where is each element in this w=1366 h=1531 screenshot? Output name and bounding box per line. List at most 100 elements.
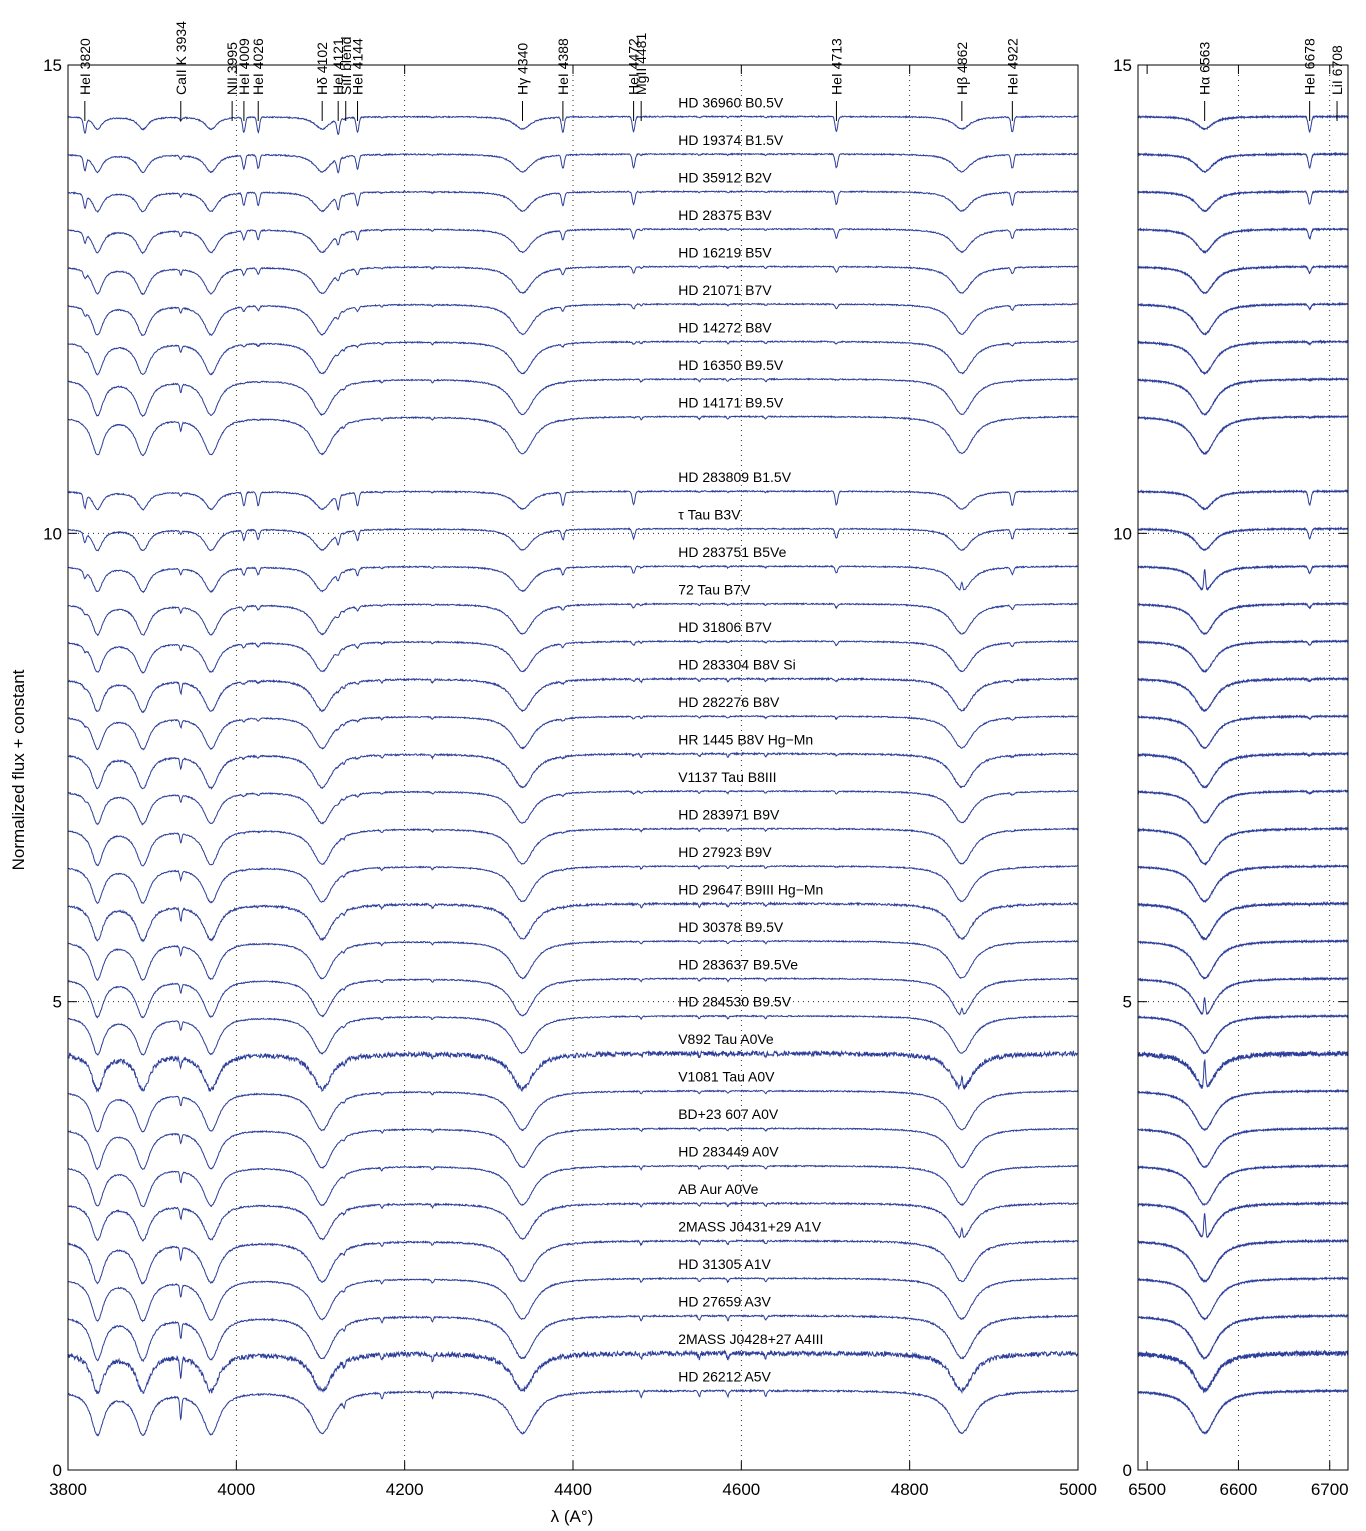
- spectrum-line: [67, 1014, 1078, 1056]
- spectrum-line: [1137, 339, 1349, 376]
- y-tick-label: 15: [1113, 56, 1132, 75]
- spectrum-label: HD 283304 B8V Si: [678, 657, 796, 673]
- spectrum-line: [67, 827, 1078, 867]
- spectrum-line: [1137, 1349, 1349, 1394]
- spectrum-label: HD 283809 B1.5V: [678, 469, 792, 485]
- spectrum-label: HD 16350 B9.5V: [678, 357, 784, 373]
- spectrum-line: [1137, 564, 1349, 591]
- y-tick-label: 5: [1123, 993, 1132, 1012]
- spectrum-label: HD 35912 B2V: [678, 169, 772, 185]
- main-panel: HD 36960 B0.5V HD 19374 B1.5V HD 35912 B2V…: [43, 21, 1097, 1499]
- spectrum-label: 72 Tau B7V: [678, 582, 751, 598]
- spectrum-line: [1137, 1013, 1349, 1055]
- spectrum-line: [1137, 1313, 1349, 1361]
- line-marker-label: HeI 4026: [250, 38, 266, 95]
- spectrum-line: [67, 1164, 1078, 1208]
- y-tick-label: 10: [1113, 524, 1132, 543]
- spectrum-label: HD 283449 A0V: [678, 1144, 779, 1160]
- spectrum-label: AB Aur A0Ve: [678, 1181, 758, 1197]
- spectrum-line: [67, 1276, 1078, 1323]
- spectrum-label: HD 28375 B3V: [678, 207, 772, 223]
- line-marker-label: HeI 4922: [1004, 38, 1020, 95]
- spectrum-line: [67, 152, 1078, 174]
- spectrum-line: [1137, 1126, 1349, 1169]
- spectrum-line: [1137, 488, 1349, 511]
- spectrum-line: [1137, 1238, 1349, 1284]
- spectrum-line: [1137, 1088, 1349, 1132]
- spectrum-label: HD 282276 B8V: [678, 694, 780, 710]
- spectrum-line: [67, 676, 1078, 714]
- spectrum-line: [1137, 301, 1349, 336]
- spectrum-line: [67, 1049, 1078, 1093]
- spectrum-line: [67, 564, 1078, 594]
- x-tick-label: 6500: [1128, 1480, 1166, 1499]
- x-axis-label: λ (A°): [551, 1507, 594, 1526]
- spectrum-line: [67, 714, 1078, 751]
- spectrum-label: HD 284530 B9.5V: [678, 994, 792, 1010]
- x-tick-label: 5000: [1059, 1480, 1097, 1499]
- spectrum-label: HD 21071 B7V: [678, 282, 772, 298]
- spectrum-label: HD 283971 B9V: [678, 806, 780, 822]
- spectrum-label: HD 31806 B7V: [678, 619, 772, 635]
- spectrum-label: HD 27659 A3V: [678, 1293, 771, 1309]
- spectrum-line: [67, 189, 1078, 213]
- spectrum-line: [67, 864, 1078, 904]
- spectrum-line: [1137, 1276, 1349, 1322]
- halpha-panel: 6500 6600 6700 0 5 10 15 Hα 6563 HeI 6678 LiI 670…: [1113, 38, 1349, 1499]
- spectrum-line: [67, 1388, 1078, 1437]
- spectrum-line: [1137, 900, 1349, 942]
- x-tick-label: 4000: [217, 1480, 255, 1499]
- spectrum-line: [1137, 526, 1349, 552]
- line-marker-label: LiI 6708: [1329, 45, 1345, 95]
- spectrum-line: [67, 789, 1078, 826]
- axes-frame: [1137, 64, 1349, 1471]
- y-tick-label: 5: [53, 993, 62, 1012]
- x-tick-label: 3800: [49, 1480, 87, 1499]
- line-marker-label: Hδ 4102: [314, 42, 330, 95]
- spectrum-line: [1137, 1200, 1349, 1239]
- line-marker-label: Hγ 4340: [515, 43, 531, 95]
- spectrum-label: BD+23 607 A0V: [678, 1106, 779, 1122]
- spectrum-line: [1137, 751, 1349, 789]
- spectrum-line: [67, 340, 1078, 376]
- spectrum-line: [67, 1349, 1078, 1395]
- line-marker-label: HeI 6678: [1302, 38, 1318, 95]
- y-tick-label: 15: [43, 56, 62, 75]
- spectrum-line: [67, 114, 1078, 136]
- spectrum-label: V1081 Tau A0V: [678, 1069, 775, 1085]
- spectrum-line: [67, 527, 1078, 552]
- spectrum-label: HD 14272 B8V: [678, 319, 772, 335]
- spectrum-line: [1137, 676, 1349, 713]
- spectrum-label: HD 36960 B0.5V: [678, 95, 784, 111]
- line-marker-label: HeI 4388: [555, 38, 571, 95]
- spectrum-line: [67, 1201, 1078, 1242]
- x-tick-label: 4200: [386, 1480, 424, 1499]
- spectrum-line: [1137, 151, 1349, 173]
- spectrum-label: HD 283751 B5Ve: [678, 544, 786, 560]
- spectrum-label: HD 29647 B9III Hg−Mn: [678, 881, 823, 897]
- line-marker-label: HeI 4472: [626, 38, 642, 95]
- spectrum-line: [67, 901, 1078, 943]
- x-tick-label: 6700: [1311, 1480, 1349, 1499]
- spectrum-line: [1137, 938, 1349, 980]
- spectrum-line: [67, 414, 1078, 457]
- spectrum-line: [67, 976, 1078, 1019]
- spectrum-label: HD 14171 B9.5V: [678, 394, 784, 410]
- line-marker-label: HeI 4713: [828, 38, 844, 95]
- spectrum-label: HD 19374 B1.5V: [678, 132, 784, 148]
- spectrum-label: HD 283637 B9.5Ve: [678, 956, 798, 972]
- spectrum-label: HD 30378 B9.5V: [678, 919, 784, 935]
- y-tick-label: 0: [1123, 1461, 1132, 1480]
- spectrum-line: [67, 1126, 1078, 1171]
- spectrum-line: [67, 227, 1078, 255]
- line-marker-label: HeI 4009: [236, 38, 252, 95]
- line-marker-label: SiII blend: [338, 37, 354, 95]
- spectrum-label: HD 31305 A1V: [678, 1256, 771, 1272]
- spectrum-line: [1137, 976, 1349, 1016]
- spectrum-label: HR 1445 B8V Hg−Mn: [678, 731, 813, 747]
- spectrum-line: [67, 602, 1078, 637]
- line-marker-label: NII 3995: [224, 42, 240, 95]
- y-tick-label: 10: [43, 524, 62, 543]
- spectrum-line: [1137, 826, 1349, 866]
- spectrum-label: τ Tau B3V: [678, 507, 741, 523]
